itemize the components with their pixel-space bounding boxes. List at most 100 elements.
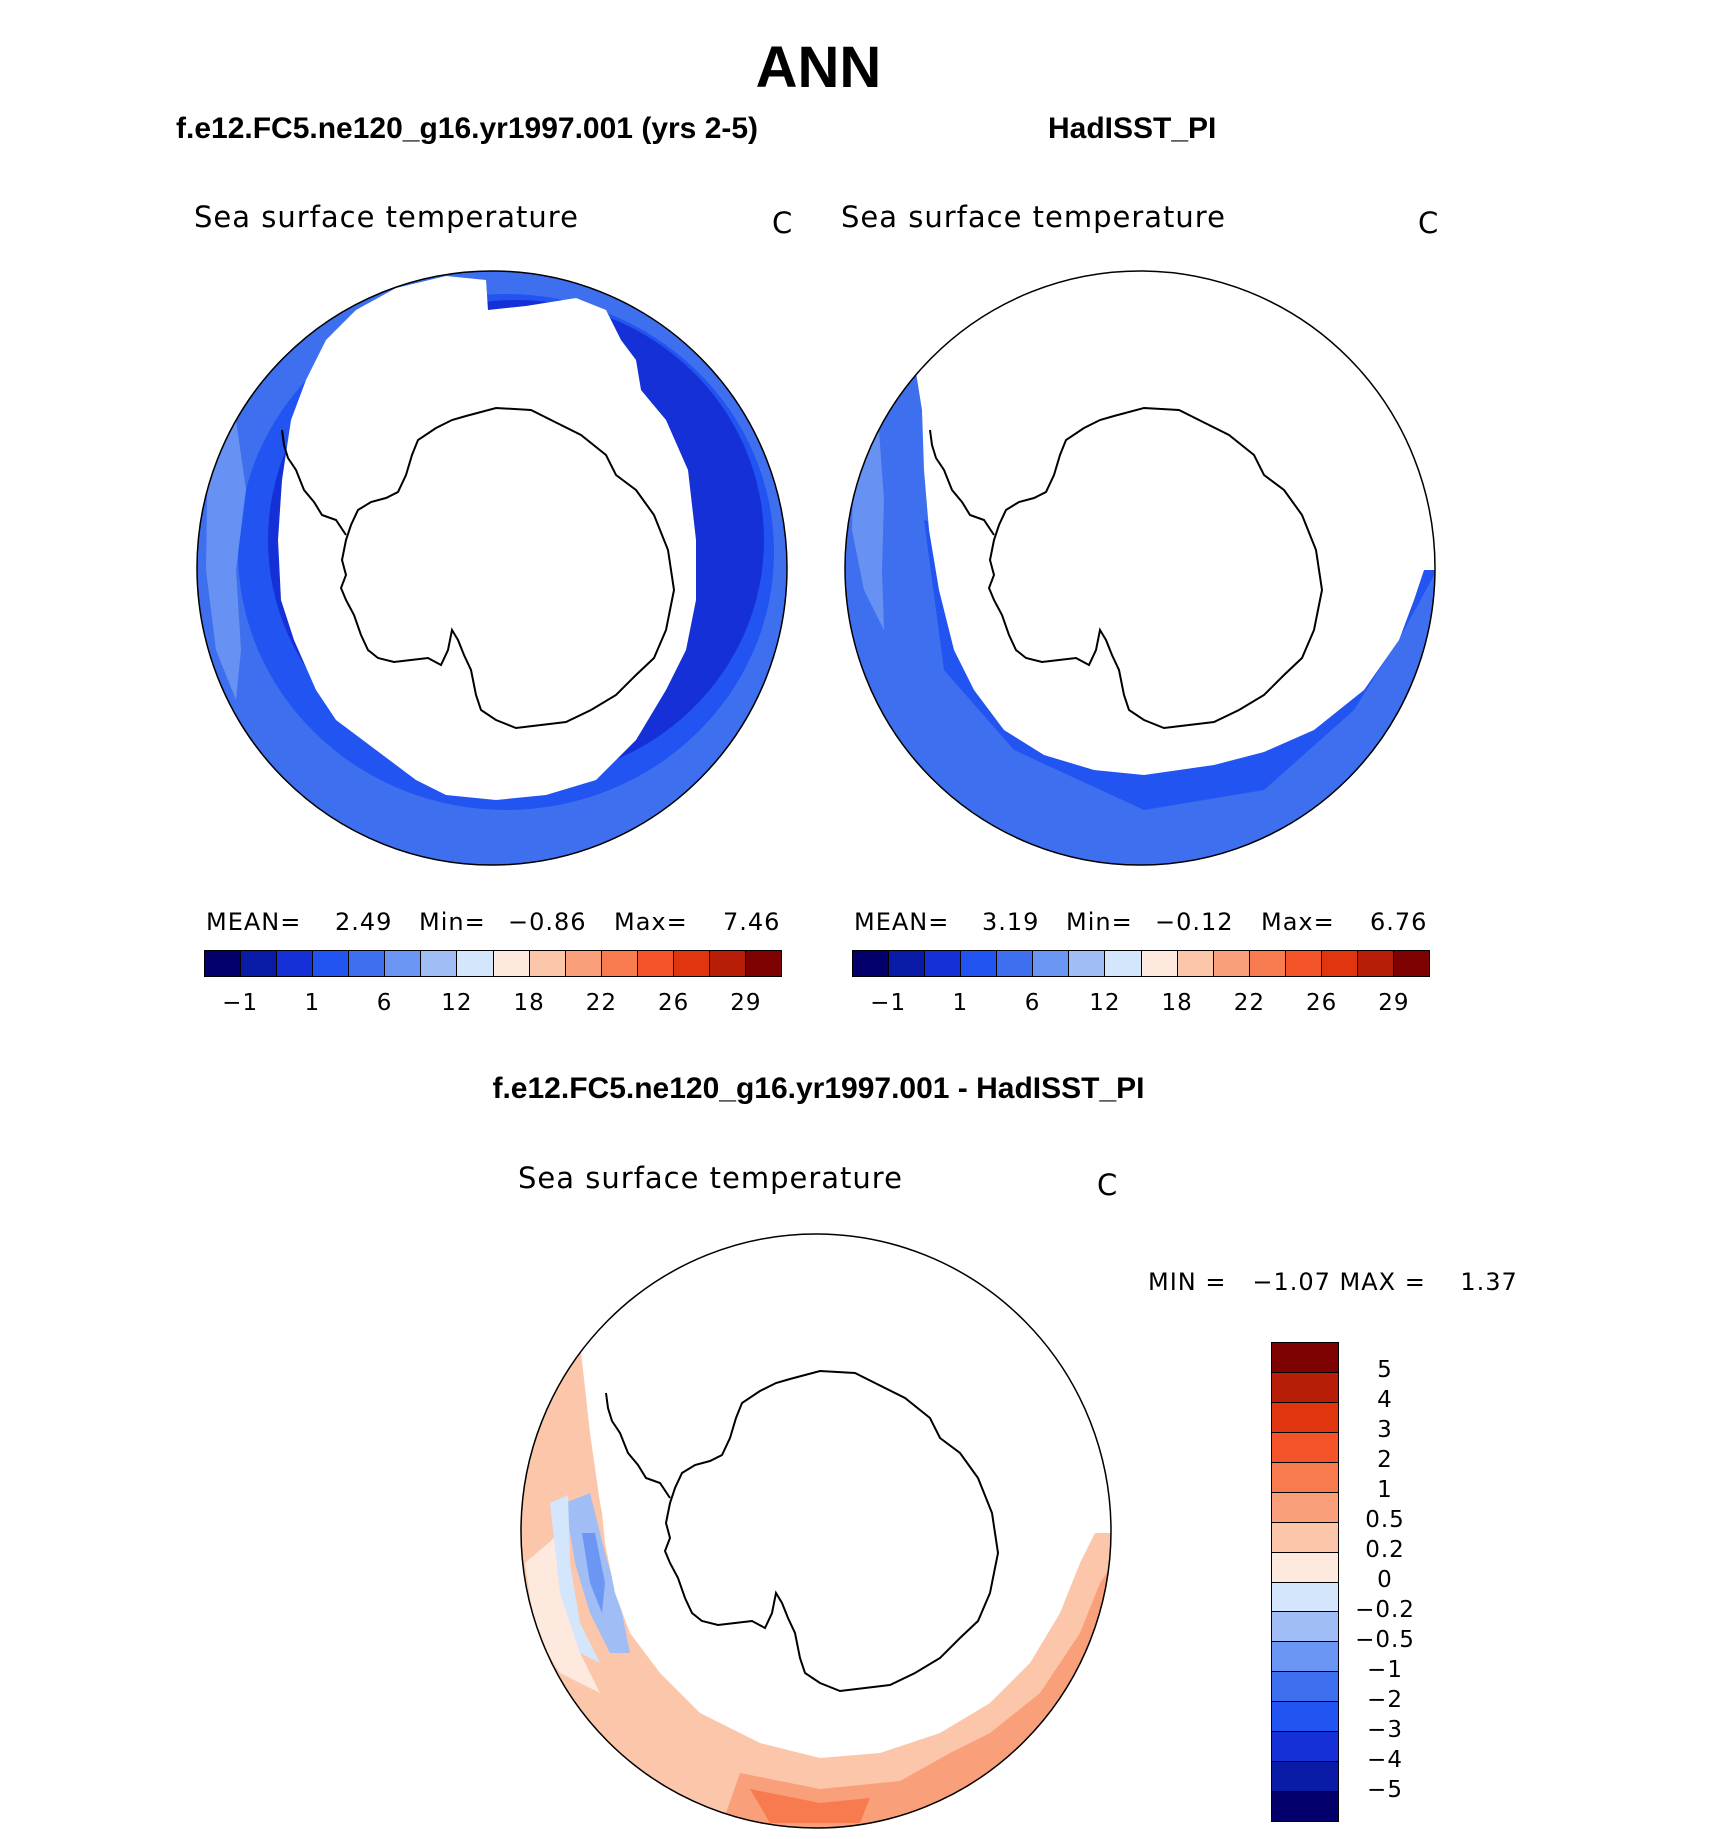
- right-colorbar-tick-label: 12: [1089, 990, 1121, 1016]
- left-colorbar-box: [529, 951, 566, 976]
- diff-colorbar-tick-label: 2: [1377, 1447, 1393, 1473]
- left-mean-value: 2.49: [335, 908, 393, 936]
- left-colorbar-box: [241, 951, 278, 976]
- right-colorbar-box: [1141, 951, 1178, 976]
- right-max-value: 6.76: [1370, 908, 1428, 936]
- right-colorbar-tick-label: 26: [1305, 990, 1338, 1016]
- left-colorbar-tick-label: 26: [657, 990, 690, 1016]
- left-colorbar: [204, 950, 782, 977]
- left-colorbar-box: [673, 951, 710, 976]
- diff-colorbar-tick-label: −2: [1367, 1687, 1403, 1713]
- left-colorbar-tick-label: 18: [513, 990, 545, 1016]
- left-colorbar-box: [493, 951, 530, 976]
- right-colorbar-tick-label: 6: [1024, 990, 1041, 1016]
- left-colorbar-box: [709, 951, 746, 976]
- right-mean-label: MEAN=: [854, 908, 950, 936]
- left-map-title: Sea surface temperature: [194, 200, 579, 234]
- diff-peninsula-outline: [605, 1392, 671, 1499]
- diff-colorbar-tick-label: −0.2: [1355, 1597, 1415, 1623]
- diff-colorbar-box: [1272, 1792, 1338, 1821]
- right-colorbar-box: [1069, 951, 1106, 976]
- diff-colorbar-box: [1272, 1402, 1338, 1433]
- right-colorbar-ticks: −1 1 6 12 18 22 26 29: [852, 990, 1430, 1020]
- diff-colorbar-tick-label: −1: [1367, 1657, 1403, 1683]
- left-min-label: Min=: [419, 908, 486, 936]
- diff-colorbar-tick-label: −4: [1367, 1747, 1403, 1773]
- diff-units: C: [1097, 1168, 1119, 1202]
- right-colorbar-box: [997, 951, 1034, 976]
- right-max-label: Max=: [1261, 908, 1335, 936]
- left-colorbar-tick-label: 29: [730, 990, 762, 1016]
- right-colorbar-box: [1285, 951, 1322, 976]
- left-colorbar-tick-label: 22: [585, 990, 618, 1016]
- left-peninsula-outline: [281, 429, 347, 536]
- diff-colorbar-box: [1272, 1762, 1338, 1793]
- diff-minmax: MIN = −1.07 MAX = 1.37: [1148, 1268, 1518, 1296]
- left-case-title: f.e12.FC5.ne120_g16.yr1997.001 (yrs 2-5): [176, 112, 759, 145]
- diff-colorbar-box: [1272, 1672, 1338, 1703]
- right-case-title: HadISST_PI: [1048, 112, 1217, 145]
- left-colorbar-box: [277, 951, 314, 976]
- right-min-value: −0.12: [1155, 908, 1234, 936]
- diff-warmest-region: [750, 1789, 870, 1823]
- diff-colorbar-box: [1272, 1372, 1338, 1403]
- left-colorbar-box: [421, 951, 458, 976]
- left-max-value: 7.46: [723, 908, 781, 936]
- diff-colorbar: [1271, 1342, 1339, 1822]
- right-colorbar-tick-label: 18: [1161, 990, 1193, 1016]
- left-max-label: Max=: [614, 908, 688, 936]
- diff-colorbar-box: [1272, 1492, 1338, 1523]
- right-mean-value: 3.19: [982, 908, 1040, 936]
- diff-colorbar-tick-label: 5: [1377, 1357, 1393, 1383]
- right-colorbar-box: [853, 951, 890, 976]
- diff-antarctica-outline: [663, 1369, 1000, 1693]
- left-units: C: [772, 206, 794, 240]
- left-colorbar-box: [565, 951, 602, 976]
- diff-colorbar-tick-label: −3: [1367, 1717, 1403, 1743]
- left-ocean-light-band: [206, 420, 246, 700]
- diff-colorbar-tick-label: 0.5: [1365, 1507, 1405, 1533]
- diff-colorbar-tick-label: 1: [1377, 1477, 1393, 1503]
- diff-pale-warm-region: [525, 1533, 600, 1693]
- left-colorbar-ticks: −1 1 6 12 18 22 26 29: [204, 990, 782, 1020]
- right-colorbar-box: [1213, 951, 1250, 976]
- diff-colorbar-ticks: 5 4 3 2 1 0.5 0.2 0 −0.2 −0.5 −1 −2 −3 −4 −5: [1350, 1342, 1470, 1822]
- right-colorbar-box: [925, 951, 962, 976]
- left-min-value: −0.86: [508, 908, 587, 936]
- left-mean-label: MEAN=: [206, 908, 302, 936]
- diff-colorbar-box: [1272, 1732, 1338, 1763]
- left-colorbar-box: [313, 951, 350, 976]
- diff-colorbar-box: [1272, 1343, 1338, 1373]
- diff-colorbar-box: [1272, 1642, 1338, 1673]
- diff-colorbar-tick-label: 0: [1377, 1567, 1393, 1593]
- left-colorbar-tick-label: 1: [304, 990, 321, 1016]
- left-colorbar-box: [745, 951, 781, 976]
- diff-blank-region: [580, 1234, 1111, 1758]
- diff-pale-cool-region: [550, 1495, 600, 1663]
- diff-colorbar-box: [1272, 1432, 1338, 1463]
- left-colorbar-tick-label: 6: [376, 990, 393, 1016]
- left-colorbar-box: [637, 951, 674, 976]
- right-colorbar-tick-label: −1: [870, 990, 907, 1016]
- right-colorbar-box: [1321, 951, 1358, 976]
- right-map: [844, 270, 1436, 866]
- right-colorbar-box: [1177, 951, 1214, 976]
- right-ocean-light-band: [852, 430, 884, 630]
- page-title: ANN: [755, 35, 882, 100]
- diff-colorbar-tick-label: 3: [1377, 1417, 1393, 1443]
- diff-case-title: f.e12.FC5.ne120_g16.yr1997.001 - HadISST…: [492, 1072, 1145, 1105]
- diff-cool2-region: [582, 1533, 605, 1613]
- right-colorbar-tick-label: 1: [952, 990, 969, 1016]
- diff-colorbar-box: [1272, 1522, 1338, 1553]
- diff-colorbar-box: [1272, 1702, 1338, 1733]
- left-colorbar-box: [457, 951, 494, 976]
- left-colorbar-box: [601, 951, 638, 976]
- right-colorbar-box: [1105, 951, 1142, 976]
- diff-colorbar-box: [1272, 1612, 1338, 1643]
- left-sea-ice: [278, 276, 696, 800]
- right-map-title: Sea surface temperature: [841, 200, 1226, 234]
- right-colorbar-box: [1033, 951, 1070, 976]
- left-colorbar-box: [385, 951, 422, 976]
- left-colorbar-box: [349, 951, 386, 976]
- diff-map-title: Sea surface temperature: [518, 1161, 903, 1195]
